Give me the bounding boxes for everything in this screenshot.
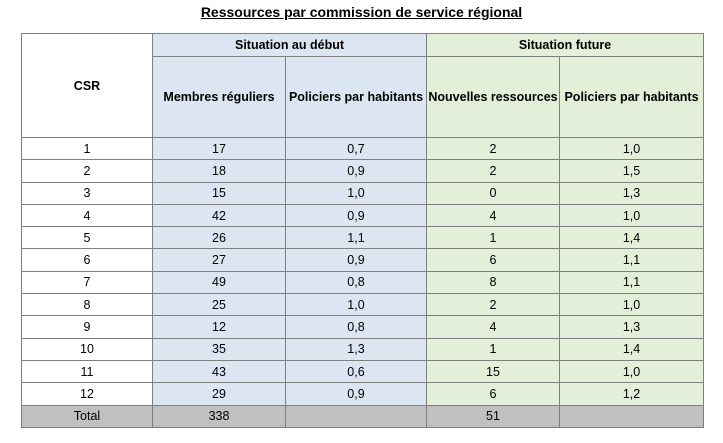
table-row: 6 27 0,9 6 1,1: [21, 248, 705, 272]
total-police-start: [285, 404, 427, 428]
cell-police-future: 1,4: [558, 226, 705, 250]
cell-new-resources: 15: [426, 359, 560, 384]
cell-police-future: 1,3: [558, 315, 705, 339]
table-row: 2 18 0,9 2 1,5: [21, 159, 705, 183]
cell-csr: 7: [21, 270, 153, 295]
cell-csr: 8: [21, 293, 153, 317]
members-header: Membres réguliers: [152, 56, 286, 138]
cell-members: 18: [152, 159, 286, 183]
cell-members: 49: [152, 270, 286, 295]
cell-csr: 1: [21, 136, 153, 161]
cell-police-start: 0,9: [285, 248, 427, 272]
cell-police-start: 1,0: [285, 293, 427, 317]
cell-police-future: 1,1: [558, 270, 705, 295]
cell-csr: 5: [21, 226, 153, 250]
cell-members: 26: [152, 226, 286, 250]
resources-table: CSR Situation au début Situation future …: [21, 33, 705, 428]
table-row: 3 15 1,0 0 1,3: [21, 181, 705, 205]
cell-members: 12: [152, 315, 286, 339]
table-row: 9 12 0,8 4 1,3: [21, 315, 705, 339]
cell-police-start: 0,7: [285, 136, 427, 161]
table-row: 5 26 1,1 1 1,4: [21, 226, 705, 250]
cell-csr: 6: [21, 248, 153, 272]
cell-police-future: 1,4: [558, 337, 705, 361]
cell-new-resources: 1: [426, 226, 560, 250]
cell-new-resources: 2: [426, 159, 560, 183]
cell-police-start: 0,6: [285, 359, 427, 384]
table-row: 12 29 0,9 6 1,2: [21, 382, 705, 406]
cell-csr: 9: [21, 315, 153, 339]
cell-csr: 12: [21, 382, 153, 406]
total-new-resources: 51: [426, 404, 560, 428]
cell-police-future: 1,5: [558, 159, 705, 183]
cell-csr: 3: [21, 181, 153, 205]
cell-police-future: 1,0: [558, 359, 705, 384]
total-members: 338: [152, 404, 286, 428]
cell-police-future: 1,2: [558, 382, 705, 406]
cell-police-future: 1,0: [558, 136, 705, 161]
cell-new-resources: 4: [426, 315, 560, 339]
new-resources-header: Nouvelles ressources: [426, 56, 560, 138]
police-future-header: Policiers par habitants: [558, 56, 705, 138]
table-row: 8 25 1,0 2 1,0: [21, 293, 705, 317]
table-row: 10 35 1,3 1 1,4: [21, 337, 705, 361]
cell-police-future: 1,3: [558, 181, 705, 205]
cell-members: 29: [152, 382, 286, 406]
table-row: 7 49 0,8 8 1,1: [21, 270, 705, 295]
table-row: 4 42 0,9 4 1,0: [21, 203, 705, 228]
cell-members: 42: [152, 203, 286, 228]
cell-police-start: 0,9: [285, 159, 427, 183]
table-row: 1 17 0,7 2 1,0: [21, 136, 705, 161]
cell-members: 27: [152, 248, 286, 272]
cell-members: 35: [152, 337, 286, 361]
total-label: Total: [21, 404, 153, 428]
group-header-start: Situation au début: [152, 33, 427, 57]
cell-new-resources: 2: [426, 293, 560, 317]
cell-new-resources: 4: [426, 203, 560, 228]
cell-members: 43: [152, 359, 286, 384]
table-title: Ressources par commission de service rég…: [200, 4, 523, 20]
cell-new-resources: 1: [426, 337, 560, 361]
cell-csr: 4: [21, 203, 153, 228]
cell-new-resources: 0: [426, 181, 560, 205]
cell-police-future: 1,1: [558, 248, 705, 272]
cell-new-resources: 2: [426, 136, 560, 161]
group-header-future: Situation future: [425, 33, 705, 57]
total-row: Total 338 51: [21, 404, 705, 428]
cell-csr: 10: [21, 337, 153, 361]
cell-police-start: 1,1: [285, 226, 427, 250]
police-start-header: Policiers par habitants: [285, 56, 427, 138]
cell-police-start: 1,0: [285, 181, 427, 205]
cell-members: 17: [152, 136, 286, 161]
cell-police-start: 0,8: [285, 315, 427, 339]
cell-police-start: 0,8: [285, 270, 427, 295]
cell-new-resources: 8: [426, 270, 560, 295]
cell-police-future: 1,0: [558, 293, 705, 317]
table-row: 11 43 0,6 15 1,0: [21, 359, 705, 384]
cell-police-start: 0,9: [285, 203, 427, 228]
cell-police-start: 1,3: [285, 337, 427, 361]
cell-police-future: 1,0: [558, 203, 705, 228]
cell-members: 25: [152, 293, 286, 317]
csr-header: CSR: [21, 33, 153, 138]
total-police-future: [558, 404, 705, 428]
cell-members: 15: [152, 181, 286, 205]
cell-new-resources: 6: [426, 382, 560, 406]
cell-police-start: 0,9: [285, 382, 427, 406]
cell-new-resources: 6: [426, 248, 560, 272]
cell-csr: 2: [21, 159, 153, 183]
cell-csr: 11: [21, 359, 153, 384]
